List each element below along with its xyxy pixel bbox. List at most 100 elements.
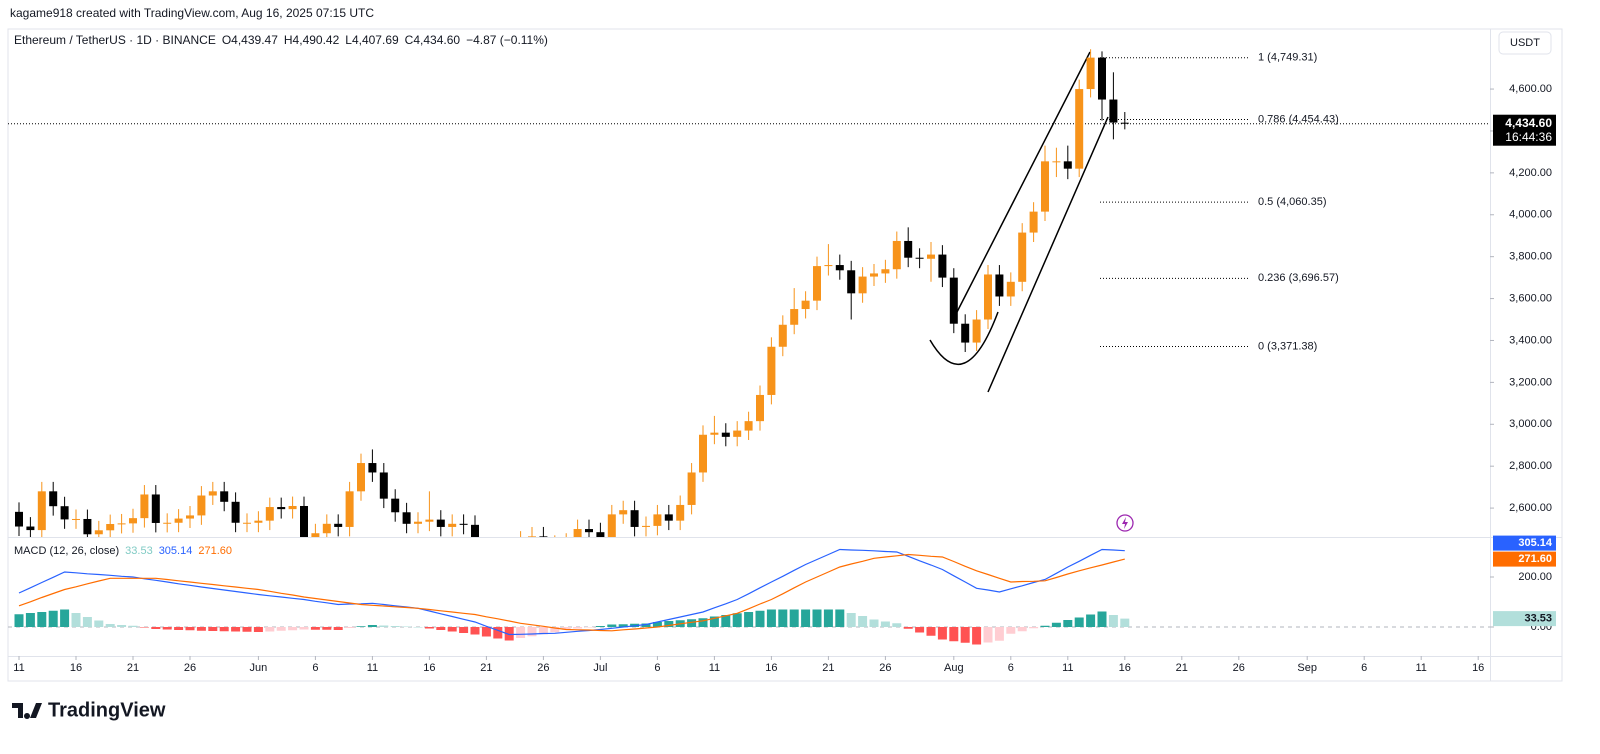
x-tick-label: 6: [1008, 662, 1014, 674]
candle-body: [1063, 161, 1072, 169]
macd-histogram-bar: [60, 609, 70, 627]
macd-value-tag: 305.14: [1518, 537, 1553, 549]
x-tick-label: 11: [1062, 662, 1073, 674]
candle-body: [425, 519, 434, 522]
macd-histogram-bar: [82, 617, 92, 627]
event-icon-bolt: [1122, 517, 1128, 529]
candle-body: [231, 501, 240, 523]
candle-body: [459, 523, 468, 525]
macd-histogram-bar: [367, 625, 377, 627]
y-tick-label: 2,800.00: [1509, 460, 1552, 472]
macd-histogram-bar: [1086, 614, 1096, 627]
symbol: Ethereum / TetherUS · 1D · BINANCE: [14, 33, 216, 47]
x-tick-label: 26: [879, 662, 891, 674]
macd-legend-value: 305.14: [159, 545, 193, 557]
candle-body: [37, 491, 46, 531]
macd-histogram-bar: [1120, 618, 1130, 627]
cup-curve: [929, 311, 999, 366]
candle-body: [744, 421, 753, 431]
macd-histogram-bar: [960, 627, 970, 643]
logo-mark: [12, 703, 42, 719]
macd-histogram-bar: [801, 609, 811, 627]
macd-histogram-bar: [949, 627, 959, 642]
candle-body: [208, 491, 217, 496]
macd-histogram-bar: [265, 627, 275, 632]
macd-histogram-bar: [516, 627, 526, 638]
x-tick-label: Jun: [250, 662, 268, 674]
macd-histogram-bar: [1006, 627, 1016, 634]
candle-body: [220, 491, 229, 502]
macd-histogram-bar: [972, 627, 982, 645]
macd-histogram-bar: [208, 627, 218, 631]
candle-body: [892, 240, 901, 270]
macd-histogram-bar: [151, 627, 161, 629]
candle-body: [1029, 211, 1038, 233]
candle-body: [824, 265, 833, 267]
macd-histogram-bar: [356, 626, 366, 627]
ohlc-low: L4,407.69: [345, 33, 399, 47]
candle-body: [801, 300, 810, 310]
macd-histogram-bar: [310, 627, 320, 630]
macd-histogram-bar: [424, 627, 434, 629]
macd-histogram-bar: [436, 627, 446, 630]
candle-body: [528, 536, 536, 537]
currency-button[interactable]: [1498, 31, 1552, 55]
candle-body: [813, 266, 821, 301]
candle-body: [653, 514, 662, 526]
macd-value-tag-box: [1493, 535, 1556, 551]
candle-body: [448, 523, 457, 527]
macd-histogram-bar: [1097, 611, 1107, 627]
y-tick-label: 3,600.00: [1509, 292, 1552, 304]
candle-body: [596, 532, 605, 537]
fib-label: 0 (3,371.38): [1258, 340, 1317, 352]
macd-histogram-bar: [937, 627, 947, 640]
x-tick-label: 16: [423, 662, 435, 674]
macd-line: [18, 553, 1125, 632]
candle-body: [687, 472, 696, 505]
macd-histogram-bar: [641, 623, 651, 627]
candle-body: [630, 510, 639, 527]
y-tick-label: 3,800.00: [1509, 251, 1552, 263]
macd-histogram-bar: [664, 621, 674, 627]
candle-body: [778, 324, 787, 347]
x-tick-label: 6: [312, 662, 318, 674]
candle-body: [94, 530, 103, 535]
macd-histogram-bar: [493, 627, 503, 639]
macd-histogram-bar: [823, 609, 833, 627]
ohlc-open: O4,439.47: [222, 33, 278, 47]
macd-histogram-bar: [128, 625, 138, 627]
macd-histogram-bar: [470, 627, 480, 635]
macd-histogram-bar: [789, 609, 799, 627]
candle-body: [585, 529, 593, 533]
candle-body: [471, 524, 479, 537]
macd-histogram-bar: [1063, 620, 1073, 627]
candle-body: [368, 463, 377, 473]
macd-histogram-bar: [162, 627, 172, 630]
macd-histogram-bar: [926, 627, 936, 636]
candle-body: [26, 526, 35, 531]
candle-body: [870, 273, 878, 277]
candle-body: [551, 545, 559, 546]
macd-histogram-bar: [618, 624, 628, 627]
candle-body: [984, 274, 992, 320]
candle-body: [961, 323, 970, 343]
last-price-label: 4,434.60: [1505, 116, 1552, 130]
macd-histogram-bar: [550, 627, 560, 633]
macd-histogram-bar: [983, 627, 993, 643]
candle-body: [1086, 57, 1095, 90]
candle-body: [83, 518, 92, 535]
candle-body: [664, 514, 673, 521]
macd-histogram-bar: [379, 625, 389, 627]
candle-body: [414, 521, 422, 524]
candle-body: [1075, 89, 1084, 169]
macd-histogram-bar: [1029, 627, 1039, 629]
x-tick-label: 11: [709, 662, 720, 674]
candle-body: [300, 505, 308, 537]
candle-body: [15, 511, 23, 527]
candle-body: [334, 523, 343, 527]
signal-value-tag: 271.60: [1518, 553, 1552, 565]
currency[interactable]: USDT: [1510, 37, 1540, 49]
legend-line: Ethereum / TetherUS · 1D · BINANCE O4,439…: [14, 33, 548, 47]
fib-label: 0.5 (4,060.35): [1258, 196, 1327, 208]
